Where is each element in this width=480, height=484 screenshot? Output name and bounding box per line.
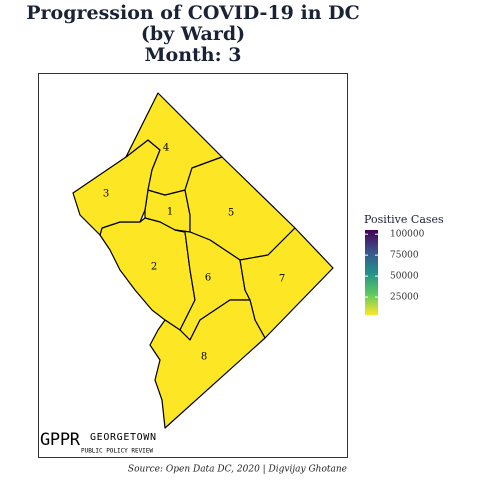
ward-label: 1 xyxy=(167,207,173,218)
ward-label: 4 xyxy=(163,143,169,154)
ward-label: 6 xyxy=(205,273,211,284)
ward xyxy=(125,92,223,196)
legend-ticks: 25000 50000 75000 100000 xyxy=(365,230,425,303)
title-line: Month: 3 xyxy=(145,44,242,66)
legend-title: Positive Cases xyxy=(364,213,444,226)
logo: GPPR GEORGETOWN PUBLIC POLICY REVIEW xyxy=(40,430,156,455)
colorbar xyxy=(365,230,378,315)
ward-label: 2 xyxy=(151,262,157,273)
logo-mark: GPPR xyxy=(40,430,81,450)
source: Source: Open Data DC, 2020 | Digvijay Gh… xyxy=(128,465,347,475)
legend-tick-label: 50000 xyxy=(390,272,419,282)
wards: 1 2 3 4 5 6 7 8 xyxy=(72,92,334,429)
title-line: (by Ward) xyxy=(141,23,245,45)
logo-name: GEORGETOWN xyxy=(90,432,156,443)
ward-label: 7 xyxy=(279,274,285,285)
ward-label: 3 xyxy=(103,189,109,200)
ward-label: 5 xyxy=(228,208,234,219)
ward xyxy=(149,299,266,429)
ward xyxy=(99,217,196,331)
legend-tick-label: 75000 xyxy=(390,251,419,261)
legend-tick-label: 25000 xyxy=(390,293,419,303)
logo-subtitle: PUBLIC POLICY REVIEW xyxy=(81,448,153,455)
map-frame xyxy=(38,73,348,458)
title-line: Progression of COVID-19 in DC xyxy=(26,2,360,24)
legend-tick-label: 100000 xyxy=(390,230,425,240)
ward-label: 8 xyxy=(201,352,207,363)
